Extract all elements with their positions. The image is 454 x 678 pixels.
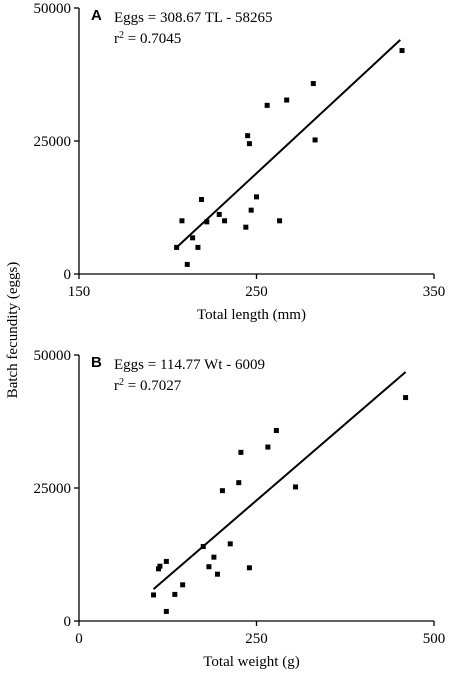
panel-b-data-point [172,591,178,597]
panel-a-data-point [312,137,318,143]
panel-b-x-tick-label: 0 [75,631,83,647]
panel-a-x-tick-label: 150 [68,284,91,300]
panel-a-x-ticks: 150 250 350 [68,274,446,300]
panel-b-data-point [214,571,220,577]
panel-a-data-point [222,218,228,224]
panel-b-data-point [238,449,244,455]
panel-b-regression-line [152,371,407,590]
panel-a-data-point [198,197,204,203]
panel-b-data-point [403,395,409,401]
panel-a-data-point [204,219,210,225]
panel-b: 0 25000 50000 0 250 500 B Eggs = 114.77 Wt -… [34,348,446,670]
panel-a-data-point [264,102,270,108]
panel-b-y-tick-label: 50000 [34,348,72,364]
panel-b-data-point [211,554,217,560]
panel-b-r-squared: r2 = 0.7027 [114,377,182,395]
panel-a-data-point [277,218,283,224]
panel-b-x-tick-label: 500 [423,631,446,647]
panel-b-data-point [151,592,157,598]
panel-a-data-point [195,244,201,250]
panel-a-data-point [310,81,316,87]
panel-a-y-tick-label: 25000 [34,134,72,150]
panel-b-data-point [273,428,279,434]
panel-b-data-point [227,541,233,547]
panel-b-x-tick-label: 250 [245,631,268,647]
shared-y-axis-title: Batch fecundity (eggs) [5,262,21,399]
panel-a-regression-line [175,39,401,249]
panel-a-letter: A [91,7,102,24]
panel-b-data-point [180,582,186,588]
panel-b-points [151,395,409,614]
panel-a-x-tick-label: 350 [423,284,446,300]
panel-a-data-point [184,261,190,267]
panel-b-y-tick-label: 0 [64,614,72,630]
panel-a: 0 25000 50000 150 250 350 A Eggs = 308.67 TL… [34,1,446,323]
panel-a-plot-area [78,8,434,275]
panel-b-plot-area [78,355,434,622]
panel-a-x-axis-title: Total length (mm) [197,307,306,323]
panel-b-x-ticks: 0 250 500 [75,621,445,647]
panel-b-data-point [265,444,271,450]
panel-a-points [174,48,405,267]
panel-a-data-point [243,224,249,230]
panel-a-data-point [254,194,259,200]
panel-b-data-point [200,544,206,550]
panel-a-data-point [248,207,254,213]
panel-a-data-point [190,235,196,241]
panel-a-y-tick-label: 0 [64,267,72,283]
panel-a-data-point [174,244,180,250]
panel-a-data-point [399,48,405,54]
panel-a-data-point [246,141,252,147]
panel-b-x-axis-title: Total weight (g) [203,654,299,670]
panel-b-data-point [163,608,169,614]
panel-b-data-point [246,565,252,571]
panel-a-y-ticks: 0 25000 50000 [34,1,79,283]
panel-a-r-squared: r2 = 0.7045 [114,30,181,48]
panel-a-y-tick-label: 50000 [34,1,72,17]
panel-b-data-point [293,484,299,490]
panel-b-y-ticks: 0 25000 50000 [34,348,79,630]
panel-a-data-point [179,218,185,224]
panel-b-data-point [163,558,169,564]
panel-a-data-point [284,97,290,103]
panel-a-equation: Eggs = 308.67 TL - 58265 [114,10,272,26]
panel-b-equation: Eggs = 114.77 Wt - 6009 [114,357,265,373]
panel-b-data-point [156,566,162,572]
panel-a-data-point [245,133,251,139]
panel-a-x-tick-label: 250 [245,284,268,300]
panel-b-data-point [157,563,163,569]
panel-a-data-point [216,211,222,217]
panel-b-data-point [206,564,212,570]
panel-b-y-tick-label: 25000 [34,481,72,497]
panel-b-data-point [219,488,225,494]
panel-b-data-point [236,480,242,486]
panel-b-letter: B [91,354,102,371]
